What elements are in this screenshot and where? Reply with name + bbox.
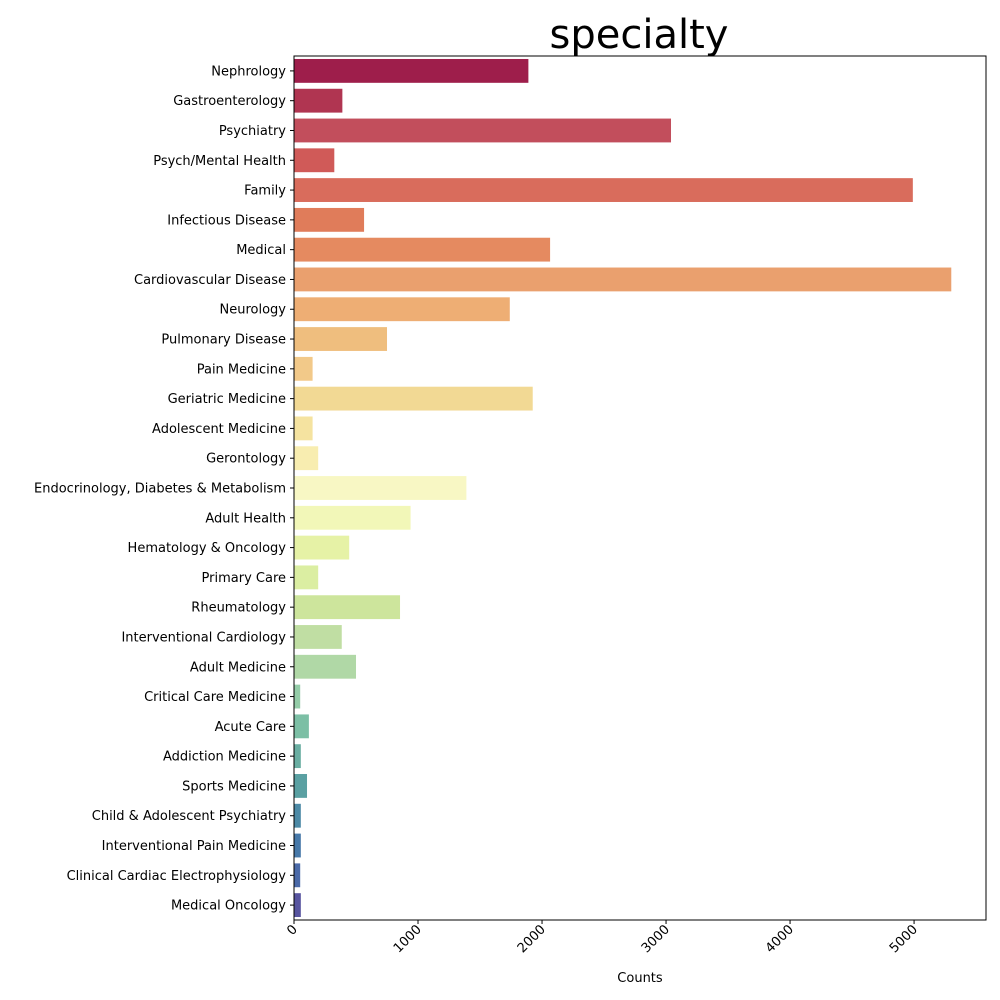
bar-primary-care <box>294 565 319 590</box>
x-axis-label: Counts <box>617 971 663 986</box>
bar-sports-medicine <box>294 774 308 798</box>
bar-adult-medicine <box>294 654 357 679</box>
category-label-medical: Medical <box>236 243 286 258</box>
category-label-child-and-adolescent-psychiatry: Child & Adolescent Psychiatry <box>92 809 287 824</box>
bar-adult-health <box>294 505 411 530</box>
category-label-neurology: Neurology <box>220 303 287 318</box>
category-label-addiction-medicine: Addiction Medicine <box>163 750 286 765</box>
category-label-gerontology: Gerontology <box>206 452 286 467</box>
x-axis-ticks: 0 1000 2000 3000 4000 5000 <box>284 920 921 956</box>
bar-psych-mental-health <box>294 148 335 173</box>
bar-acute-care <box>294 714 309 739</box>
bar-interventional-pain-medicine <box>294 833 301 858</box>
x-tick-label: 2000 <box>515 922 549 956</box>
category-label-clinical-cardiac-electrophysiology: Clinical Cardiac Electrophysiology <box>67 869 287 884</box>
category-label-interventional-cardiology: Interventional Cardiology <box>121 630 286 645</box>
plot-frame <box>293 55 987 921</box>
bar-gerontology <box>294 446 319 471</box>
category-labels: Nephrology Gastroenterology Psychiatry Psyc… <box>34 64 294 914</box>
bar-geriatric-medicine <box>294 386 533 411</box>
category-label-adolescent-medicine: Adolescent Medicine <box>152 422 286 437</box>
category-label-family: Family <box>244 184 286 199</box>
bar-hematology-and-oncology <box>294 535 350 560</box>
bar-infectious-disease <box>294 207 365 232</box>
category-label-hematology-and-oncology: Hematology & Oncology <box>128 541 287 556</box>
category-label-pain-medicine: Pain Medicine <box>197 362 286 377</box>
bar-neurology <box>294 297 510 322</box>
category-label-primary-care: Primary Care <box>202 571 286 586</box>
bar-gastroenterology <box>294 88 343 113</box>
bar-cardiovascular-disease <box>294 267 952 292</box>
category-label-pulmonary-disease: Pulmonary Disease <box>161 333 286 348</box>
bar-medical-oncology <box>294 893 301 918</box>
category-label-adult-health: Adult Health <box>205 511 286 526</box>
category-label-rheumatology: Rheumatology <box>191 601 286 616</box>
x-tick-label: 5000 <box>887 922 921 956</box>
category-label-infectious-disease: Infectious Disease <box>167 213 286 228</box>
bar-adolescent-medicine <box>294 416 313 441</box>
bars-layer <box>294 58 952 918</box>
bar-child-and-adolescent-psychiatry <box>294 803 301 828</box>
category-label-psychiatry: Psychiatry <box>219 124 286 139</box>
bar-addiction-medicine <box>294 744 301 769</box>
bar-critical-care-medicine <box>294 684 301 709</box>
category-label-gastroenterology: Gastroenterology <box>173 94 286 109</box>
category-label-acute-care: Acute Care <box>215 720 286 735</box>
category-label-psych-mental-health: Psych/Mental Health <box>153 154 286 169</box>
category-label-endocrinology-diabetes-and-metabolism: Endocrinology, Diabetes & Metabolism <box>34 482 286 497</box>
bar-interventional-cardiology <box>294 625 342 649</box>
bar-endocrinology-diabetes-and-metabolism <box>294 476 467 500</box>
x-tick-label: 1000 <box>391 922 425 956</box>
category-label-critical-care-medicine: Critical Care Medicine <box>144 690 286 705</box>
bar-psychiatry <box>294 118 672 143</box>
bar-medical <box>294 237 551 262</box>
bar-nephrology <box>294 58 529 83</box>
x-tick-label: 3000 <box>639 922 673 956</box>
category-label-geriatric-medicine: Geriatric Medicine <box>168 392 286 407</box>
category-label-sports-medicine: Sports Medicine <box>182 779 286 794</box>
bar-rheumatology <box>294 595 401 620</box>
x-tick-label: 4000 <box>763 922 797 956</box>
category-label-nephrology: Nephrology <box>211 64 286 79</box>
x-tick-label: 0 <box>284 922 300 938</box>
chart-title: specialty <box>550 12 729 58</box>
category-label-medical-oncology: Medical Oncology <box>171 899 286 914</box>
bar-family <box>294 178 913 202</box>
bar-pain-medicine <box>294 356 313 381</box>
category-label-adult-medicine: Adult Medicine <box>190 660 286 675</box>
category-label-interventional-pain-medicine: Interventional Pain Medicine <box>102 839 286 854</box>
category-label-cardiovascular-disease: Cardiovascular Disease <box>134 273 286 288</box>
bar-pulmonary-disease <box>294 327 388 351</box>
bar-clinical-cardiac-electrophysiology <box>294 863 301 888</box>
